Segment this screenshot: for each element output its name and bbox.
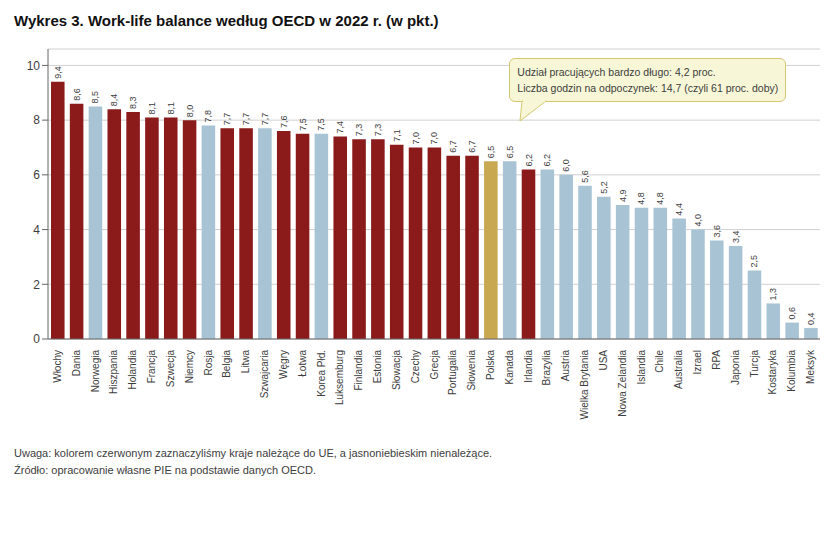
svg-text:RPA: RPA [711, 350, 722, 370]
svg-text:Kostaryka: Kostaryka [767, 350, 778, 395]
svg-text:2: 2 [33, 278, 40, 292]
svg-text:7,0: 7,0 [411, 132, 421, 145]
svg-text:6: 6 [33, 168, 40, 182]
svg-text:0: 0 [33, 332, 40, 346]
svg-text:6,0: 6,0 [561, 159, 571, 172]
svg-text:Islandia: Islandia [636, 350, 647, 385]
html-text:Źródło: opracowanie własne PIE: Źródło: opracowanie własne PIE na podsta… [14, 464, 317, 476]
svg-text:3,4: 3,4 [731, 230, 741, 243]
svg-text:Izrael: Izrael [692, 350, 703, 374]
svg-text:Czechy: Czechy [410, 350, 421, 383]
svg-text:Węgry: Węgry [278, 350, 289, 379]
svg-text:8,5: 8,5 [90, 91, 100, 104]
svg-text:7,7: 7,7 [241, 113, 251, 126]
svg-text:Hiszpania: Hiszpania [108, 350, 119, 394]
svg-text:0,6: 0,6 [787, 307, 797, 320]
svg-text:8,6: 8,6 [72, 88, 82, 101]
svg-text:Luksemburg: Luksemburg [334, 350, 345, 405]
svg-text:7,7: 7,7 [260, 113, 270, 126]
svg-text:Szwajcaria: Szwajcaria [259, 350, 270, 399]
svg-text:Słowacja: Słowacja [391, 350, 402, 390]
svg-text:Austria: Austria [560, 350, 571, 382]
svg-text:Grecja: Grecja [429, 350, 440, 380]
svg-text:6,5: 6,5 [505, 146, 515, 159]
svg-text:Dania: Dania [71, 350, 82, 377]
svg-text:USA: USA [598, 350, 609, 371]
svg-text:Australia: Australia [673, 350, 684, 389]
svg-text:8,0: 8,0 [185, 105, 195, 118]
svg-text:Niemcy: Niemcy [184, 350, 195, 383]
html-text:Wykres 3. Work-life balance we: Wykres 3. Work-life balance według OECD … [14, 12, 439, 29]
svg-text:7,3: 7,3 [373, 124, 383, 137]
svg-text:4,9: 4,9 [618, 189, 628, 202]
svg-text:4: 4 [33, 223, 40, 237]
svg-text:4,8: 4,8 [655, 192, 665, 205]
svg-text:7,7: 7,7 [222, 113, 232, 126]
svg-text:Rosja: Rosja [203, 350, 214, 376]
svg-text:Słowenia: Słowenia [466, 350, 477, 391]
svg-text:7,3: 7,3 [354, 124, 364, 137]
svg-text:Nowa Zelandia: Nowa Zelandia [617, 350, 628, 417]
svg-text:8,4: 8,4 [109, 94, 119, 107]
svg-text:Korea Płd.: Korea Płd. [316, 350, 327, 397]
svg-text:Irlandia: Irlandia [523, 350, 534, 383]
html-text:Liczba godzin na odpoczynek: 1: Liczba godzin na odpoczynek: 14,7 (czyli… [517, 81, 779, 94]
svg-text:Norwegia: Norwegia [90, 350, 101, 393]
svg-text:7,4: 7,4 [335, 121, 345, 134]
svg-text:2,5: 2,5 [749, 255, 759, 268]
svg-text:10: 10 [27, 59, 41, 73]
svg-text:Włochy: Włochy [52, 350, 63, 383]
svg-text:Portugalia: Portugalia [447, 350, 458, 395]
svg-text:7,5: 7,5 [316, 118, 326, 131]
svg-text:4,0: 4,0 [693, 214, 703, 227]
svg-text:6,7: 6,7 [467, 140, 477, 153]
svg-text:Polska: Polska [485, 350, 496, 380]
svg-text:5,6: 5,6 [580, 170, 590, 183]
svg-text:6,2: 6,2 [524, 154, 534, 167]
svg-text:9,4: 9,4 [53, 66, 63, 79]
svg-text:8,3: 8,3 [128, 96, 138, 109]
svg-text:7,6: 7,6 [279, 116, 289, 129]
svg-text:4,4: 4,4 [674, 203, 684, 216]
svg-text:Kanada: Kanada [504, 350, 515, 385]
svg-text:Finlandia: Finlandia [353, 350, 364, 391]
svg-text:7,5: 7,5 [298, 118, 308, 131]
svg-text:Wielka Brytania: Wielka Brytania [579, 350, 590, 420]
svg-text:Meksyk: Meksyk [805, 349, 816, 384]
svg-text:Kolumbia: Kolumbia [786, 350, 797, 392]
svg-text:3,6: 3,6 [712, 225, 722, 238]
svg-text:Chile: Chile [654, 350, 665, 373]
svg-text:0,4: 0,4 [806, 313, 816, 326]
svg-text:6,2: 6,2 [542, 154, 552, 167]
svg-text:8: 8 [33, 113, 40, 127]
svg-text:7,1: 7,1 [392, 129, 402, 142]
svg-text:Belgia: Belgia [221, 350, 232, 378]
svg-text:Japonia: Japonia [730, 350, 741, 385]
svg-text:Litwa: Litwa [240, 350, 251, 374]
svg-text:8,1: 8,1 [166, 102, 176, 115]
svg-text:Francja: Francja [146, 350, 157, 384]
svg-text:7,0: 7,0 [429, 132, 439, 145]
html-text:Udział pracujących bardzo dług: Udział pracujących bardzo długo: 4,2 pro… [517, 65, 716, 78]
svg-text:8,1: 8,1 [147, 102, 157, 115]
svg-text:7,8: 7,8 [203, 110, 213, 123]
svg-text:4,8: 4,8 [636, 192, 646, 205]
svg-text:6,7: 6,7 [448, 140, 458, 153]
svg-text:Łotwa: Łotwa [297, 350, 308, 377]
svg-text:6,5: 6,5 [486, 146, 496, 159]
svg-text:Szwecja: Szwecja [165, 350, 176, 388]
html-text:Uwaga: kolorem czerwonym zazna: Uwaga: kolorem czerwonym zaznaczyliśmy k… [14, 447, 493, 459]
svg-text:Brazylia: Brazylia [541, 350, 552, 386]
svg-text:Holandia: Holandia [127, 350, 138, 390]
svg-text:Estonia: Estonia [372, 350, 383, 384]
svg-text:Turcja: Turcja [749, 350, 760, 378]
svg-text:1,3: 1,3 [768, 288, 778, 301]
svg-text:5,2: 5,2 [599, 181, 609, 194]
